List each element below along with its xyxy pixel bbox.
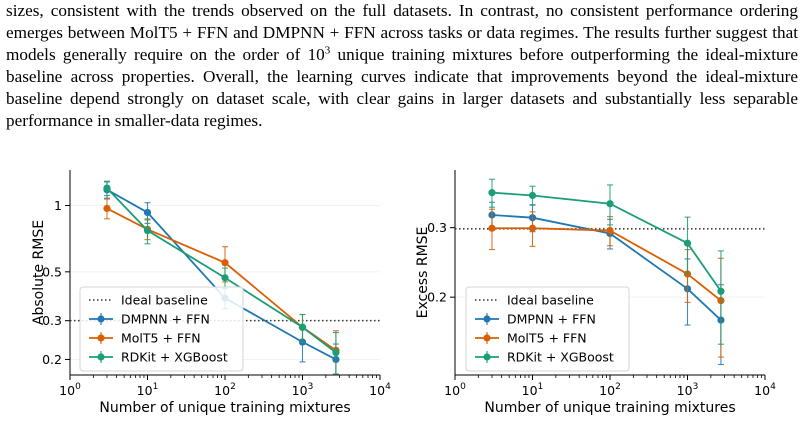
paragraph-text-1: sizes, consistent with the trends observ… (6, 1, 798, 64)
data-point (143, 208, 152, 217)
data-point (103, 204, 111, 213)
legend-marker-swatch (483, 353, 491, 361)
data-point (488, 224, 496, 232)
series-rdkit-xgboost (103, 180, 340, 375)
legend-entry-label: MolT5 + FFN (507, 331, 587, 346)
data-point (298, 323, 307, 331)
paragraph-exponent: 3 (324, 44, 331, 57)
legend-marker-swatch (97, 353, 105, 361)
legend-marker-swatch (483, 334, 491, 342)
data-point (103, 184, 111, 192)
legend-entry-label: DMPNN + FFN (121, 312, 210, 327)
y-tick-label: 0.2 (42, 352, 62, 367)
x-axis-label: Number of unique training mixtures (484, 400, 735, 416)
x-axis-label: Number of unique training mixtures (99, 400, 350, 416)
data-point (717, 287, 725, 295)
y-tick-label: 0.5 (42, 264, 62, 279)
chart-panel-2: 100 101 102 103 104 0.3 0.2 Number of unique tr… (415, 170, 776, 416)
x-tick-label: 100 (444, 382, 466, 398)
data-point (528, 191, 537, 200)
x-tick-label: 101 (522, 382, 544, 398)
x-tick-label: 100 (59, 382, 81, 398)
data-point (221, 274, 229, 282)
y-axis-label: Absolute RMSE (31, 220, 47, 325)
legend-entry-label: RDKit + XGBoost (507, 350, 614, 365)
series-rdkit-xgboost (488, 178, 725, 345)
legend-marker-swatch (483, 315, 491, 323)
x-tick-label: 102 (599, 382, 621, 398)
data-point (221, 259, 229, 267)
legend-box (465, 286, 630, 372)
legend-entry-label: Ideal baseline (121, 293, 208, 308)
x-tick-label: 103 (677, 382, 699, 398)
y-tick-label: 1 (54, 198, 62, 213)
y-tick-label: 0.2 (427, 290, 447, 305)
data-point (143, 226, 152, 235)
legend-entry-label: RDKit + XGBoost (121, 350, 228, 365)
legend-box (79, 286, 244, 372)
x-tick-label: 102 (214, 382, 236, 398)
paragraph-text-2: unique training mixtures before outperfo… (6, 45, 798, 130)
legend-entry-label: MolT5 + FFN (121, 331, 201, 346)
x-tick-label: 104 (369, 382, 391, 398)
y-axis-label: Excess RMSE (415, 227, 431, 319)
data-point (606, 226, 614, 235)
legend-entry-label: Ideal baseline (507, 293, 594, 308)
y-tick-label: 0.3 (42, 313, 62, 328)
y-tick-label: 0.3 (427, 220, 447, 235)
x-tick-label: 101 (137, 382, 159, 398)
chart-panel-1: 100 101 102 103 104 1 0.5 0.3 0.2 Number of uniqu… (31, 170, 391, 416)
data-point (683, 239, 692, 247)
x-tick-label: 104 (754, 382, 776, 398)
body-paragraph: sizes, consistent with the trends observ… (6, 0, 798, 132)
data-point (488, 189, 496, 197)
legend-entry-label: DMPNN + FFN (507, 312, 596, 327)
legend: Ideal baseline DMPNN + FFN MolT5 + FFN RDKi… (79, 286, 244, 372)
legend: Ideal baseline DMPNN + FFN MolT5 + FFN RDKi… (465, 286, 630, 372)
legend-marker-swatch (97, 334, 105, 342)
x-tick-label: 103 (292, 382, 314, 398)
data-point (332, 348, 340, 357)
legend-marker-swatch (97, 315, 105, 323)
data-point (606, 200, 614, 208)
data-point (528, 224, 537, 232)
